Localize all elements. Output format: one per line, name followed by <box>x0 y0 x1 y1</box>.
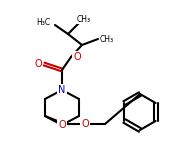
Text: CH₃: CH₃ <box>100 34 114 43</box>
Text: H₃C: H₃C <box>36 17 50 26</box>
Text: O: O <box>73 52 81 62</box>
Text: CH₃: CH₃ <box>77 15 91 24</box>
Text: O: O <box>81 119 89 129</box>
Text: O: O <box>34 59 42 69</box>
Text: O: O <box>58 120 66 130</box>
Text: N: N <box>58 85 66 95</box>
